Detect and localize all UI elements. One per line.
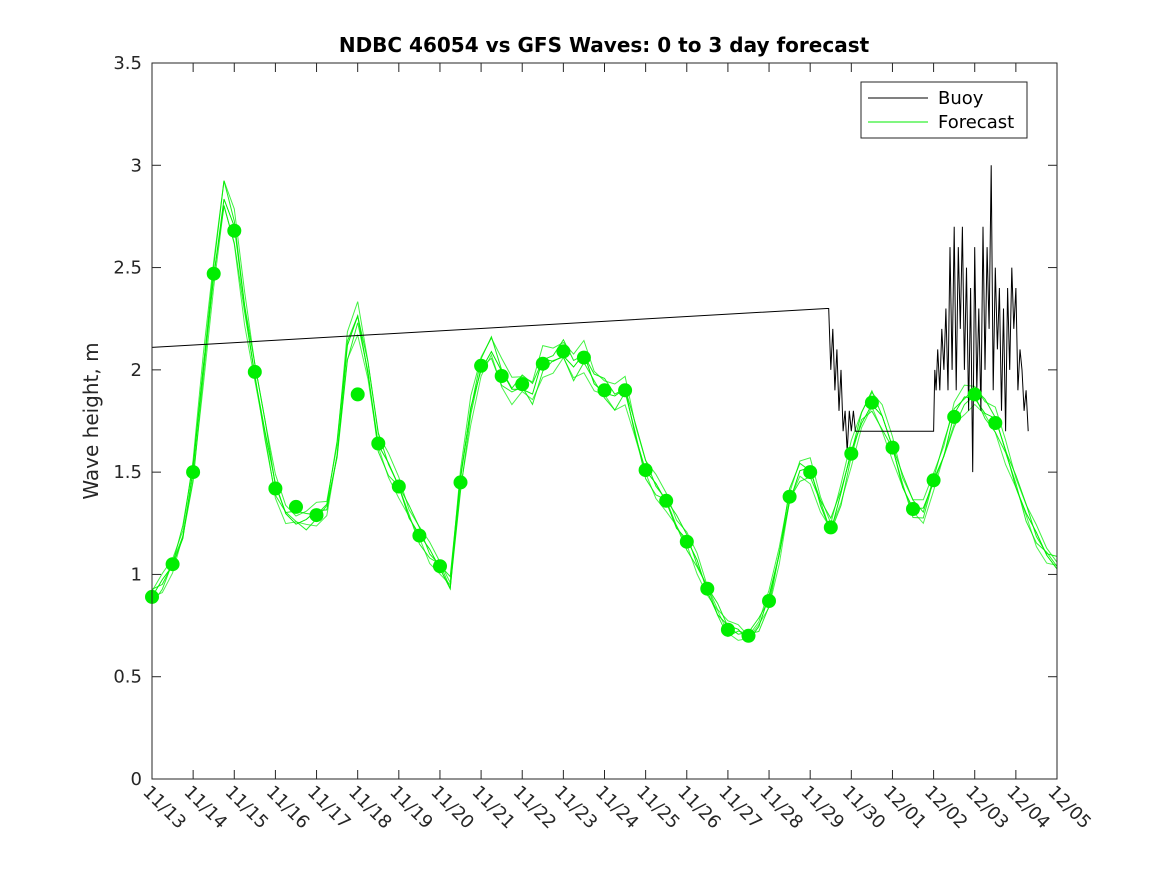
plot-area	[152, 63, 1057, 779]
y-tick-label: 1.5	[113, 462, 142, 483]
x-tick-label: 11/20	[426, 782, 478, 834]
forecast-marker	[721, 623, 735, 637]
forecast-marker	[700, 582, 714, 596]
y-tick-label: 3	[131, 155, 142, 176]
forecast-marker	[680, 535, 694, 549]
forecast-marker	[824, 520, 838, 534]
forecast-marker	[618, 383, 632, 397]
chart-container: 0 0.5 1 1.5 2 2.5 3 3.5 11/13 11/14 11/15 11/16 11/1…	[0, 0, 1167, 875]
x-tick-label: 11/25	[632, 782, 684, 834]
forecast-marker	[598, 383, 612, 397]
forecast-marker	[207, 267, 221, 281]
x-tick-label: 12/01	[879, 782, 931, 834]
forecast-marker	[474, 359, 488, 373]
forecast-marker	[639, 463, 653, 477]
wave-height-chart: 00.511.522.533.511/1311/1411/1511/1611/1…	[0, 0, 1167, 875]
x-tick-label: 11/13	[138, 782, 190, 834]
forecast-marker	[988, 416, 1002, 430]
x-tick-label: 12/03	[961, 782, 1013, 834]
x-tick-label: 11/28	[756, 782, 808, 834]
forecast-marker	[865, 396, 879, 410]
forecast-marker	[742, 629, 756, 643]
forecast-marker	[392, 480, 406, 494]
forecast-marker	[454, 475, 468, 489]
forecast-marker	[536, 357, 550, 371]
forecast-marker	[659, 494, 673, 508]
x-tick-label: 11/26	[673, 782, 725, 834]
y-axis-label: Wave height, m	[79, 342, 103, 499]
x-tick-label: 11/17	[303, 782, 355, 834]
forecast-marker	[947, 410, 961, 424]
x-tick-label: 11/19	[385, 782, 437, 834]
y-tick-label: 0	[131, 769, 142, 790]
legend-buoy-label: Buoy	[938, 88, 984, 109]
x-tick-label: 12/05	[1043, 782, 1095, 834]
x-tick-label: 11/30	[838, 782, 890, 834]
x-tick-label: 11/21	[468, 782, 520, 834]
forecast-marker	[166, 557, 180, 571]
forecast-marker	[371, 437, 385, 451]
forecast-marker	[412, 529, 426, 543]
forecast-marker	[248, 365, 262, 379]
x-tick-label: 11/14	[180, 782, 232, 834]
forecast-marker	[289, 500, 303, 514]
x-tick-label: 12/02	[920, 782, 972, 834]
forecast-marker	[351, 387, 365, 401]
forecast-marker	[783, 490, 797, 504]
y-tick-label: 3.5	[113, 53, 142, 74]
y-tick-label: 1	[131, 564, 142, 585]
x-tick-label: 11/18	[344, 782, 396, 834]
forecast-marker	[227, 224, 241, 238]
x-tick-label: 12/04	[1002, 782, 1054, 834]
x-tick-label: 11/29	[797, 782, 849, 834]
forecast-marker	[968, 387, 982, 401]
x-tick-label: 11/15	[221, 782, 273, 834]
x-tick-label: 11/16	[262, 782, 314, 834]
x-tick-label: 11/22	[509, 782, 561, 834]
forecast-marker	[886, 441, 900, 455]
y-tick-label: 2	[131, 360, 142, 381]
forecast-marker	[515, 377, 529, 391]
legend-forecast-label: Forecast	[938, 112, 1014, 133]
forecast-marker	[433, 559, 447, 573]
forecast-marker	[495, 369, 509, 383]
x-tick-label: 11/24	[591, 782, 643, 834]
forecast-marker	[310, 508, 324, 522]
forecast-marker	[927, 473, 941, 487]
forecast-marker	[577, 351, 591, 365]
legend: Buoy Forecast	[861, 82, 1027, 138]
forecast-marker	[906, 502, 920, 516]
forecast-marker	[556, 344, 570, 358]
forecast-marker	[268, 482, 282, 496]
forecast-marker	[844, 447, 858, 461]
y-tick-label: 0.5	[113, 667, 142, 688]
forecast-marker	[186, 465, 200, 479]
x-tick-label: 11/27	[714, 782, 766, 834]
chart-title: NDBC 46054 vs GFS Waves: 0 to 3 day fore…	[339, 33, 870, 57]
x-tick-label: 11/23	[550, 782, 602, 834]
forecast-marker	[803, 465, 817, 479]
y-tick-label: 2.5	[113, 258, 142, 279]
forecast-marker	[762, 594, 776, 608]
